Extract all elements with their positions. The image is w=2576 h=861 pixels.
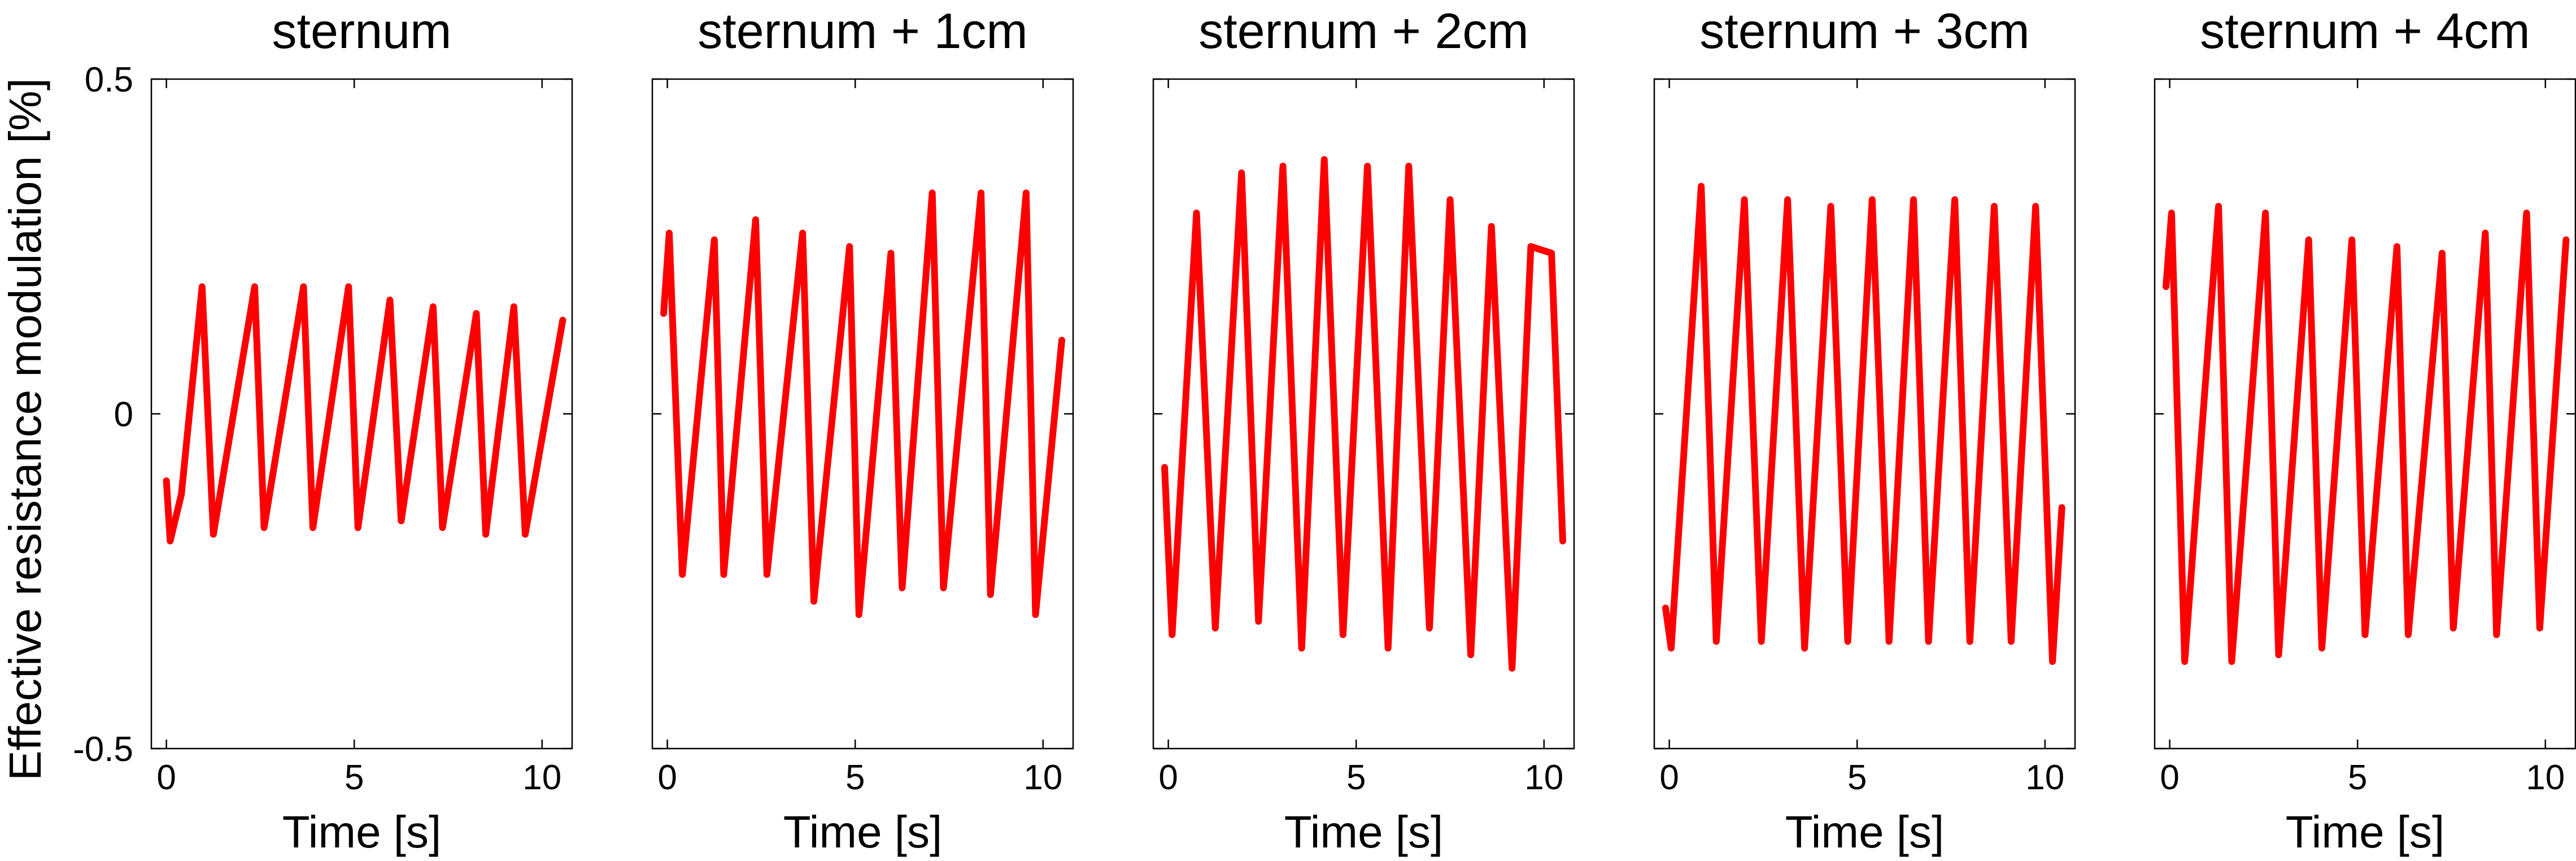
chart-panel-3: sternum + 2cm 0 5 10 Time [s] (1152, 3, 1575, 857)
x-axis-label: Time [s] (2286, 807, 2444, 857)
x-tick-label: 5 (2348, 758, 2367, 797)
chart-panel-5: sternum + 4cm 0 5 10 Time [s] (2154, 3, 2576, 857)
x-tick-label: 5 (1847, 758, 1867, 797)
x-axis-label: Time [s] (282, 807, 441, 857)
x-tick-label: 0 (2160, 758, 2179, 797)
panel-title: sternum + 1cm (698, 3, 1027, 59)
x-tick-label: 10 (522, 758, 561, 797)
series-line (660, 189, 1065, 618)
x-tick-label: 5 (345, 758, 364, 797)
x-axis-label: Time [s] (1284, 807, 1443, 857)
plot-frame (150, 78, 573, 750)
x-tick-label: 0 (1659, 758, 1679, 797)
x-axis-label: Time [s] (1785, 807, 1944, 857)
y-tick-label: 0 (114, 395, 133, 434)
x-tick-label: 5 (845, 758, 865, 797)
panel-title: sternum (272, 3, 452, 59)
chart-panel-2: sternum + 1cm 0 5 10 Time [s] (651, 3, 1074, 857)
chart-panel-4: sternum + 3cm 0 5 10 Time [s] (1653, 3, 2076, 857)
series-line (163, 283, 566, 545)
chart-panel-1: sternum 0 5 10 -0.5 0 0.5 Time [s] (73, 3, 573, 857)
x-tick-label: 0 (657, 758, 677, 797)
panel-title: sternum + 4cm (2200, 3, 2530, 59)
x-tick-label: 10 (1023, 758, 1062, 797)
y-tick-label: -0.5 (73, 730, 133, 769)
x-tick-label: 10 (1524, 758, 1563, 797)
panel-title: sternum + 3cm (1699, 3, 2029, 59)
panel-title: sternum + 2cm (1198, 3, 1528, 59)
x-tick-label: 10 (2025, 758, 2064, 797)
series-line (1662, 182, 2065, 665)
plot-frame (651, 78, 1074, 750)
x-tick-label: 0 (156, 758, 176, 797)
y-axis-label: Effective resistance modulation [%] (0, 78, 50, 781)
series-line (1161, 156, 1566, 672)
x-tick-label: 0 (1158, 758, 1178, 797)
x-tick-label: 10 (2526, 758, 2565, 797)
plot-frame (1653, 78, 2076, 750)
x-axis-label: Time [s] (783, 807, 942, 857)
series-line (2163, 203, 2570, 665)
y-tick-label: 0.5 (85, 60, 133, 99)
x-tick-label: 5 (1346, 758, 1366, 797)
